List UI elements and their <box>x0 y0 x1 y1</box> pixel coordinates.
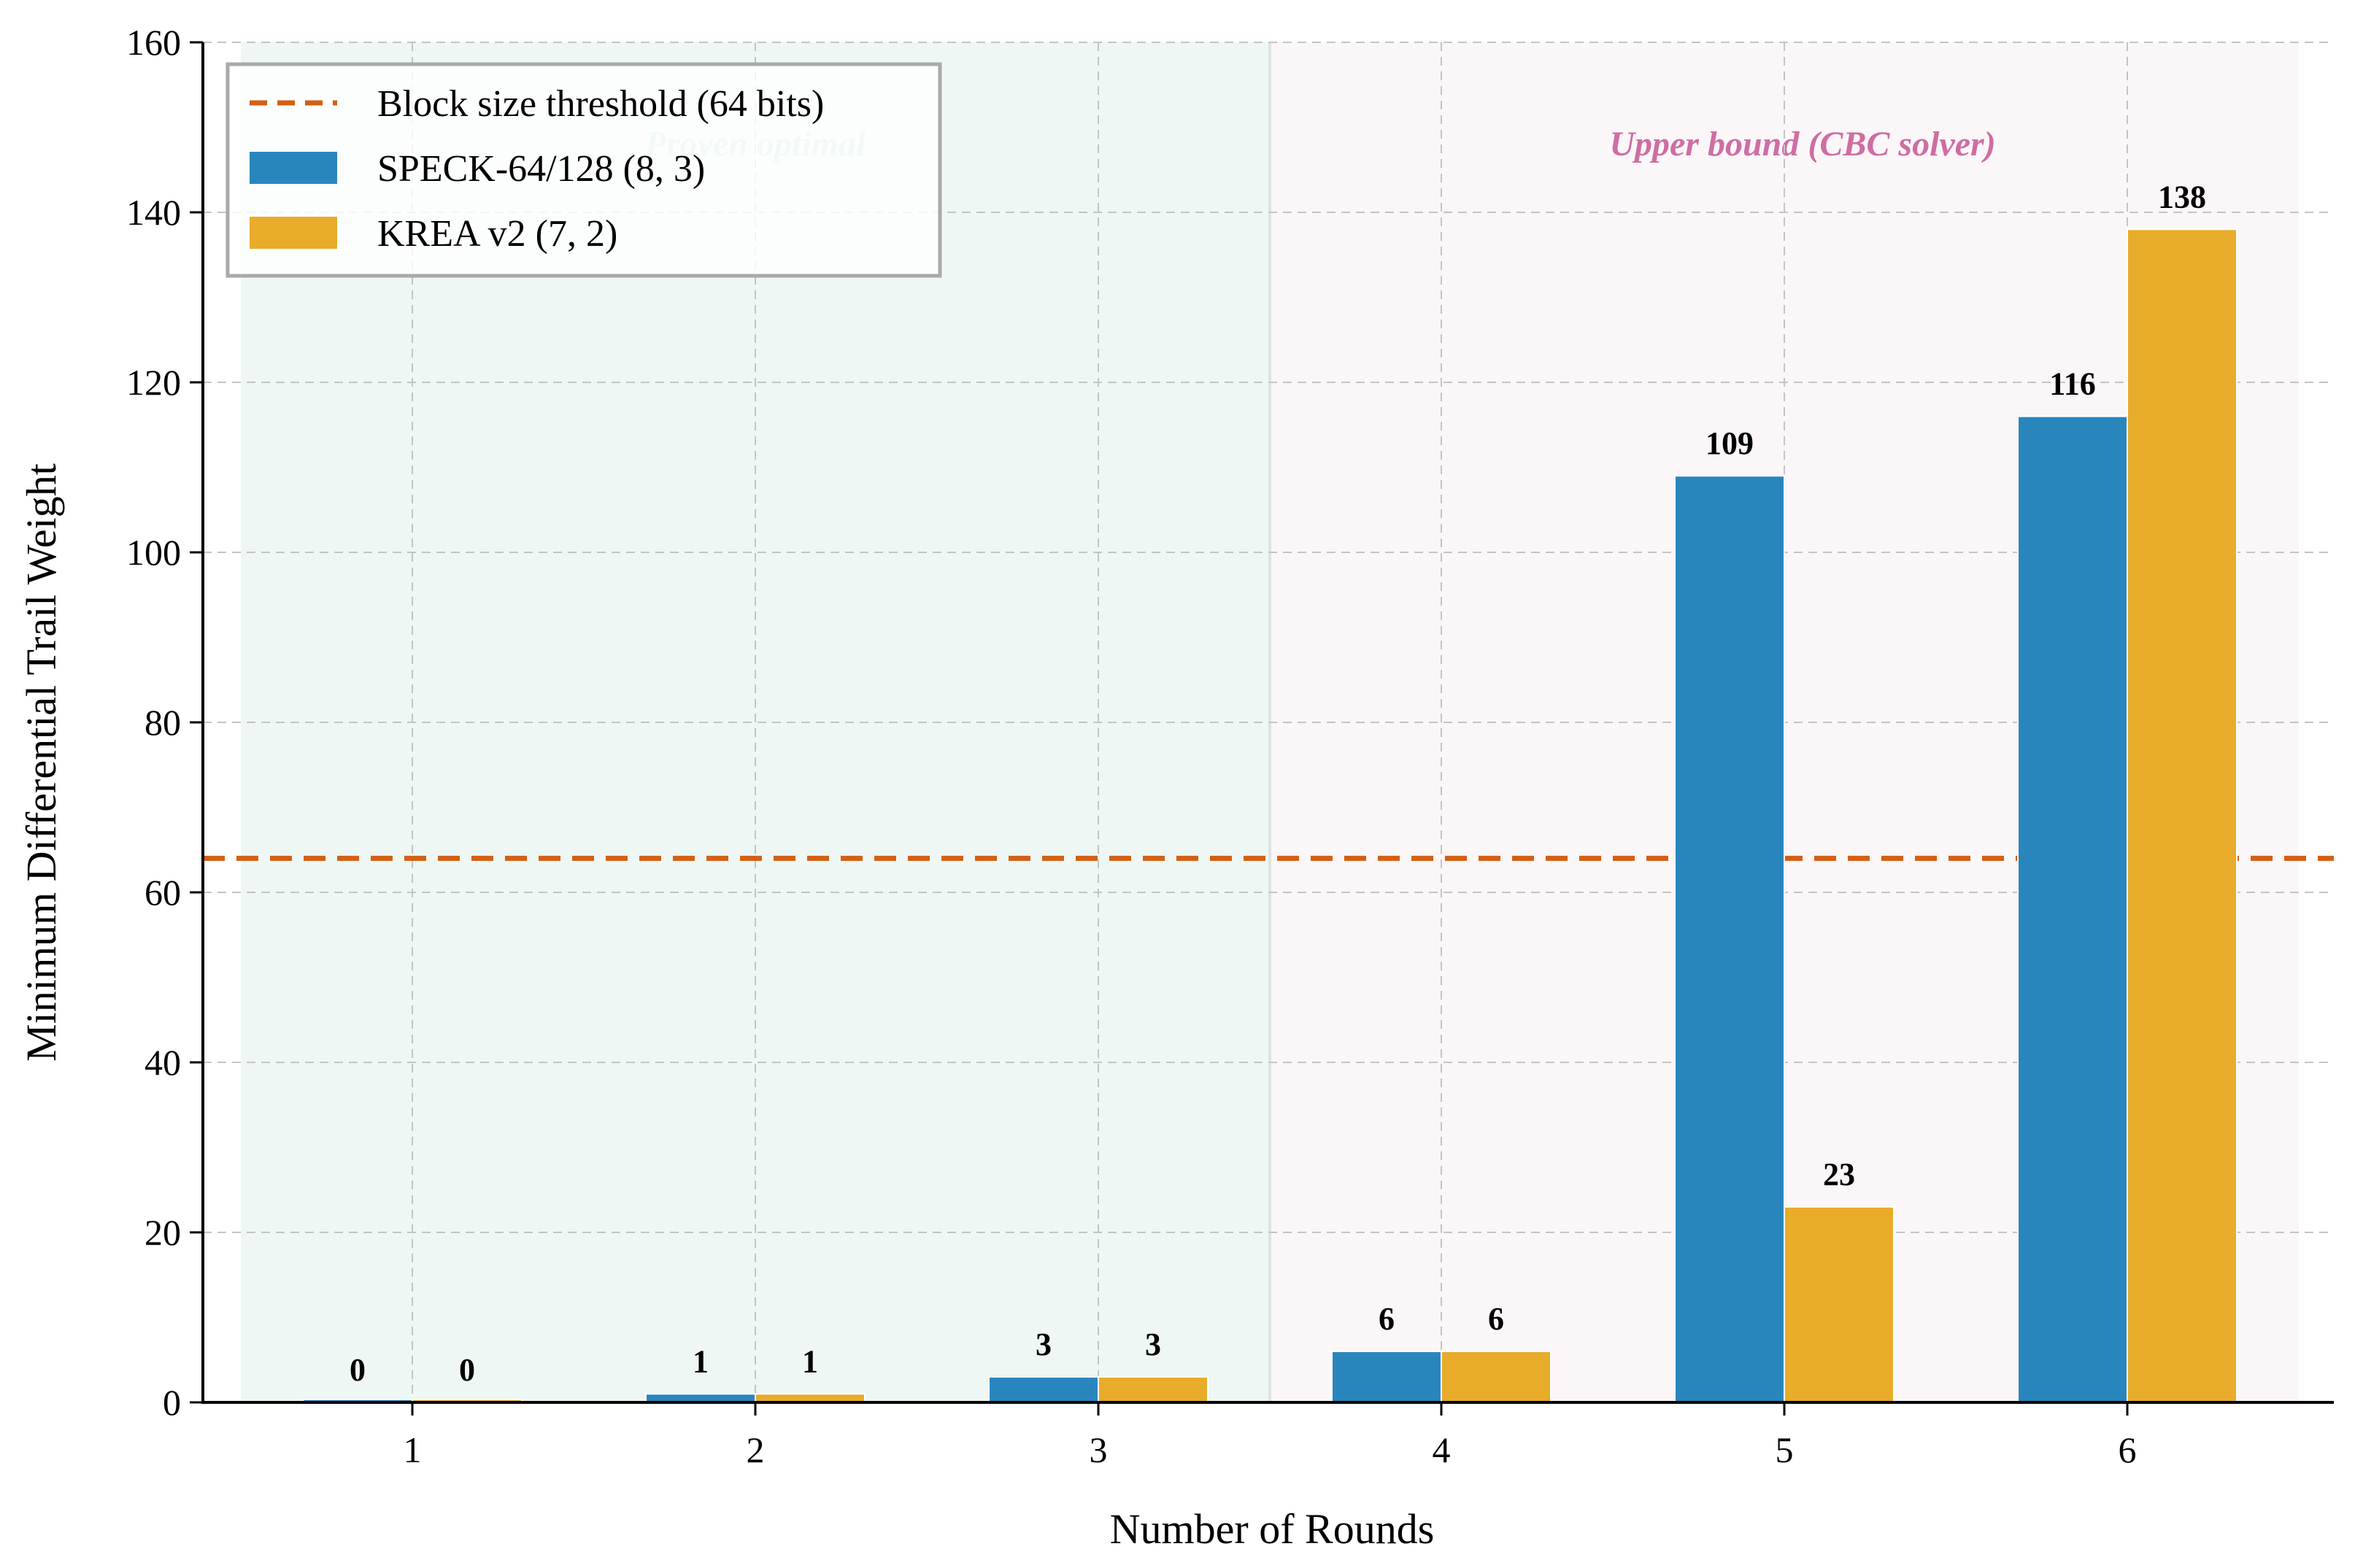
y-tick-label: 40 <box>144 1042 181 1083</box>
bar-6-2 <box>2127 228 2238 1403</box>
bar-4-2 <box>1441 1351 1552 1403</box>
legend-threshold-label: Block size threshold (64 bits) <box>377 83 824 125</box>
x-tick-label: 4 <box>1433 1429 1451 1470</box>
bar-4-1 <box>1331 1351 1442 1403</box>
legend-label-1: SPECK-64/128 (8, 3) <box>377 148 705 190</box>
bar-6-1 <box>2017 415 2128 1403</box>
data-label: 0 <box>350 1352 366 1388</box>
data-label: 3 <box>1145 1326 1161 1362</box>
data-label: 116 <box>2049 366 2096 402</box>
y-tick-label: 60 <box>144 872 181 913</box>
y-tick-label: 0 <box>163 1382 181 1423</box>
region-label: Upper bound (CBC solver) <box>1609 125 1995 163</box>
y-tick-label: 120 <box>126 362 181 403</box>
y-tick-label: 100 <box>126 532 181 573</box>
x-tick-label: 1 <box>404 1429 422 1470</box>
y-tick-label: 80 <box>144 702 181 743</box>
data-label: 1 <box>802 1343 818 1379</box>
data-label: 109 <box>1705 425 1754 461</box>
x-tick-label: 6 <box>2119 1429 2137 1470</box>
legend-box <box>226 62 942 278</box>
data-label: 0 <box>459 1352 475 1388</box>
data-label: 6 <box>1379 1301 1395 1337</box>
legend-swatch-1 <box>250 152 337 184</box>
data-label: 6 <box>1488 1301 1504 1337</box>
data-label: 138 <box>2158 179 2206 215</box>
y-tick-label: 140 <box>126 192 181 233</box>
x-axis-title: Number of Rounds <box>1110 1505 1435 1553</box>
bar-3-1 <box>988 1376 1099 1404</box>
data-labels: 0 1 3 6 109 116 0 1 3 6 23 138 <box>350 179 2206 1388</box>
legend-swatch-2 <box>250 217 337 249</box>
bar-3-2 <box>1098 1376 1209 1404</box>
data-label: 1 <box>693 1343 709 1379</box>
y-axis-title: Minimum Differential Trail Weight <box>18 463 65 1062</box>
y-tick-label: 160 <box>126 22 181 63</box>
bar-5-2 <box>1784 1206 1895 1404</box>
x-tick-label: 5 <box>1776 1429 1794 1470</box>
y-tick-label: 20 <box>144 1212 181 1253</box>
data-label: 23 <box>1823 1156 1855 1192</box>
data-label: 3 <box>1036 1326 1052 1362</box>
x-tick-label: 2 <box>747 1429 765 1470</box>
legend-label-2: KREA v2 (7, 2) <box>377 213 617 255</box>
x-tick-label: 3 <box>1090 1429 1108 1470</box>
legend: Block size threshold (64 bits) SPECK-64/1… <box>226 62 942 278</box>
bar-5-1 <box>1674 475 1785 1403</box>
